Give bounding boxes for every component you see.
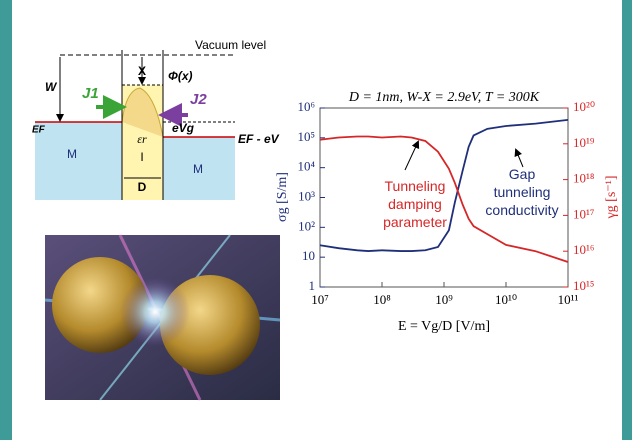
label: Vacuum level — [195, 38, 266, 52]
x-tick-label: 10⁹ — [435, 292, 453, 307]
band-diagram: Vacuum level X Φ(x) W J1 J2 EF eVg EF - … — [32, 38, 280, 200]
x-tick-label: 10¹⁰ — [495, 292, 517, 307]
annotation-line: Tunneling — [385, 178, 446, 194]
y2-tick-label: 10¹⁸ — [573, 171, 595, 186]
y-tick-label: 10³ — [298, 188, 315, 203]
annotation-arrow — [514, 148, 524, 168]
y2-tick-label: 10¹⁷ — [573, 206, 594, 221]
y2-tick-label: 10²⁰ — [573, 99, 595, 114]
y-axis-label: σg [S/m] — [275, 172, 290, 222]
annotation-arrow — [404, 140, 420, 171]
x-tick-label: 10⁸ — [373, 292, 391, 307]
annotation-line: conductivity — [485, 202, 558, 218]
y-tick-label: 10⁴ — [297, 159, 315, 174]
metal-left — [35, 122, 122, 200]
y-tick-label: 10⁵ — [297, 129, 315, 144]
label: I — [140, 150, 143, 164]
label: D — [138, 180, 147, 194]
annotation-line: parameter — [383, 214, 447, 230]
y-tick-label: 10⁶ — [297, 99, 315, 114]
glow — [120, 277, 190, 347]
label: X — [138, 64, 146, 78]
annotation-line: Gap — [509, 166, 536, 182]
annotation: Gap tunneling conductivity — [485, 166, 558, 218]
annotation-line: damping — [388, 196, 442, 212]
label: EF - eV — [238, 132, 280, 146]
label: M — [67, 147, 77, 161]
y-tick-label: 10 — [302, 248, 315, 263]
y-tick-label: 10² — [298, 218, 315, 233]
metal-right — [163, 137, 235, 200]
y2-tick-label: 10¹⁶ — [573, 242, 594, 257]
series-line — [319, 135, 569, 263]
sphere — [52, 257, 148, 353]
y-tick-label: 1 — [309, 278, 316, 293]
label: J2 — [190, 91, 207, 108]
border-right — [622, 0, 632, 440]
label: EF — [32, 125, 46, 136]
nanoparticle-image — [44, 234, 281, 401]
label: eVg — [172, 121, 195, 135]
label: W — [45, 80, 58, 94]
y2-axis-label: γg [s⁻¹] — [604, 175, 619, 219]
border-left — [0, 0, 12, 440]
x-axis-label: E = Vg/D [V/m] — [398, 319, 490, 334]
label: Φ(x) — [168, 69, 193, 83]
series-line — [319, 118, 569, 252]
annotation: Tunneling damping parameter — [383, 178, 447, 230]
label: J1 — [82, 85, 99, 102]
x-tick-label: 10¹¹ — [558, 292, 579, 307]
y2-tick-label: 10¹⁵ — [573, 278, 594, 293]
annotation-line: tunneling — [494, 184, 551, 200]
chart-title: D = 1nm, W-X = 2.9eV, T = 300K — [348, 90, 540, 105]
y2-tick-label: 10¹⁹ — [573, 135, 595, 150]
x-tick-label: 10⁷ — [311, 292, 329, 307]
label: εr — [137, 132, 147, 146]
label: M — [193, 162, 203, 176]
